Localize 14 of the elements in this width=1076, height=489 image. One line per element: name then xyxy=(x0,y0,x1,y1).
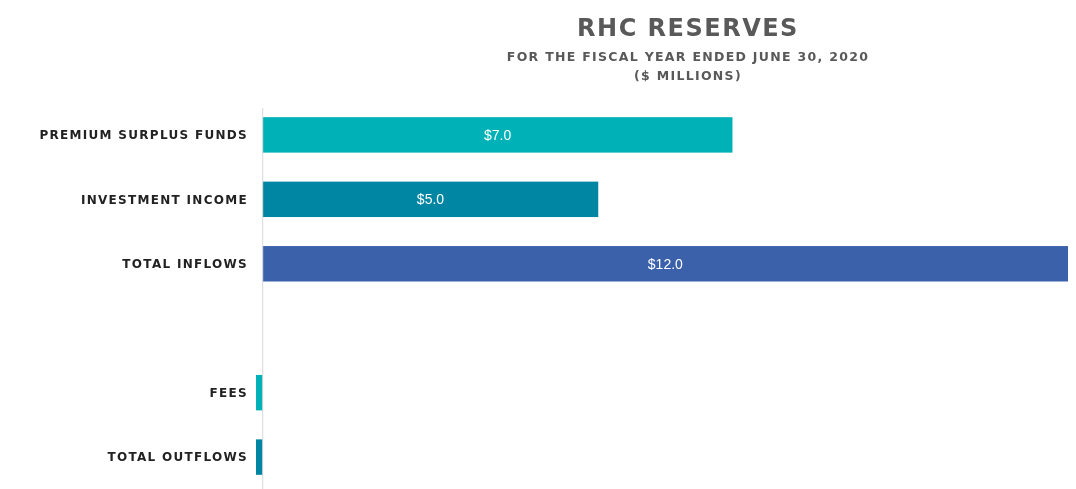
data-label: $7.0 xyxy=(483,126,512,143)
y-tick-label: PREMIUM SURPLUS FUNDS xyxy=(39,128,248,143)
bar xyxy=(262,246,1068,282)
bar xyxy=(262,181,599,218)
chart-title: RHC RESERVES xyxy=(577,14,799,42)
bar xyxy=(256,439,263,475)
data-label: $5.0 xyxy=(416,191,445,208)
y-tick-label: INVESTMENT INCOME xyxy=(80,192,248,207)
y-tick-label: TOTAL OUTFLOWS xyxy=(107,450,248,465)
data-label: $12.0 xyxy=(647,255,684,272)
y-tick-label: FEES xyxy=(209,385,248,400)
bar xyxy=(262,117,733,153)
y-tick-label: TOTAL INFLOWS xyxy=(122,256,248,271)
chart-subtitle: FOR THE FISCAL YEAR ENDED JUNE 30, 2020 ($ MILLIONS) xyxy=(506,49,870,83)
